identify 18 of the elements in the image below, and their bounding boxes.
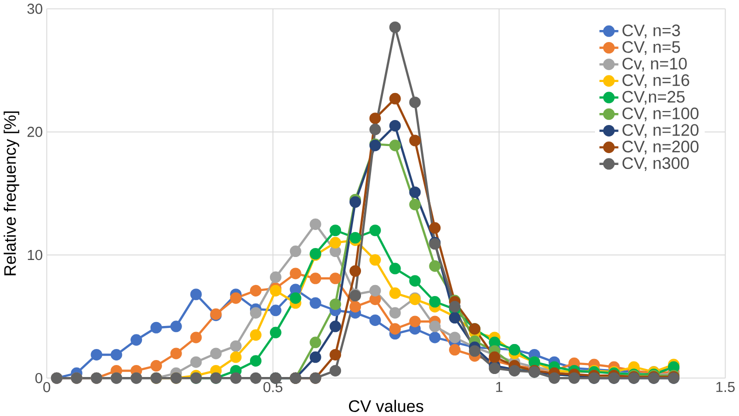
y-tick-label: 0 bbox=[35, 373, 42, 384]
y-tick-label: 10 bbox=[28, 250, 42, 260]
x-tick-label: 1.5 bbox=[716, 382, 735, 392]
legend-label: CV, n=5 bbox=[622, 41, 680, 55]
y-tick-label: 30 bbox=[27, 4, 42, 14]
x-axis-title: CV values bbox=[348, 400, 424, 412]
x-tick-label: 1 bbox=[496, 382, 502, 392]
legend-label: CV, n=120 bbox=[622, 124, 698, 138]
legend-label: Cv, n=10 bbox=[622, 58, 687, 72]
y-tick-label: 20 bbox=[28, 126, 42, 138]
x-tick-label: 0 bbox=[43, 382, 50, 392]
y-axis-title: Relative frequency [%] bbox=[4, 112, 20, 276]
legend-label: CV, n=100 bbox=[622, 108, 698, 122]
legend-label: CV, n300 bbox=[622, 157, 689, 172]
legend-label: CV, n=16 bbox=[622, 74, 690, 88]
legend-label: CV, n=200 bbox=[622, 140, 698, 155]
legend-label: CV, n=3 bbox=[622, 24, 680, 38]
legend-label: CV,n=25 bbox=[622, 91, 685, 105]
